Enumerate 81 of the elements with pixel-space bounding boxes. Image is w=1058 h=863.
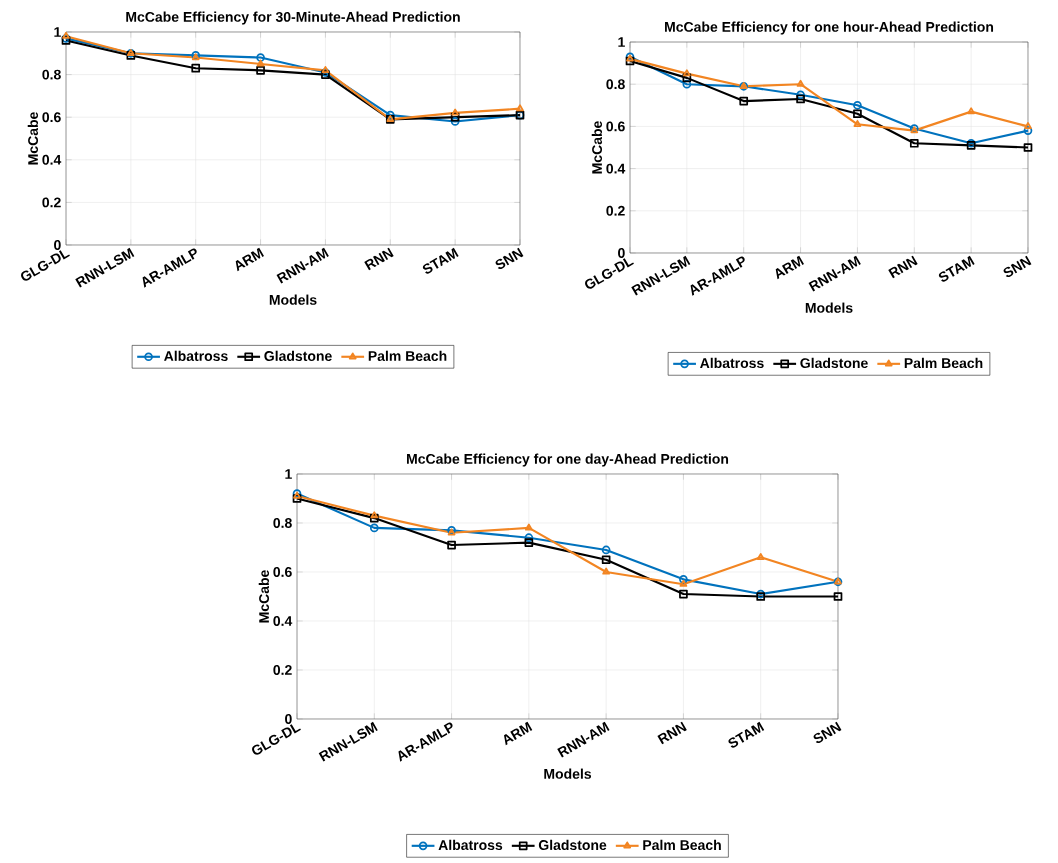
x-axis-title: Models — [269, 294, 317, 305]
legend-label: Gladstone — [538, 839, 607, 851]
y-tick-label: 0.6 — [606, 121, 625, 132]
legend-label: Albatross — [700, 357, 764, 369]
x-tick-label: SNN — [813, 721, 842, 744]
y-tick-label: 0.2 — [606, 205, 625, 216]
point — [369, 513, 379, 523]
point — [682, 79, 692, 89]
y-tick-label: 0.8 — [273, 518, 292, 528]
point — [256, 59, 265, 67]
point — [679, 575, 688, 584]
y-axis-title: McCabe — [591, 121, 603, 174]
point — [369, 523, 379, 533]
point — [796, 94, 805, 104]
point — [796, 79, 805, 87]
x-axis-title: Models — [805, 302, 853, 313]
y-axis-title: McCabe — [258, 570, 270, 623]
point — [256, 66, 265, 75]
x-tick-label: ARM — [235, 247, 264, 272]
point — [524, 523, 533, 531]
chart-title: McCabe Efficiency for 30-Minute-Ahead Prediction — [126, 11, 460, 25]
point — [256, 53, 265, 62]
y-tick-label: 0.4 — [273, 616, 293, 626]
point — [602, 567, 611, 575]
y-tick-label: 1 — [618, 37, 625, 47]
point — [853, 100, 862, 110]
x-tick-label: ARM — [504, 721, 533, 746]
point — [682, 73, 692, 83]
x-tick-label: ARM — [775, 255, 804, 280]
point — [833, 592, 843, 601]
point — [679, 589, 688, 599]
point — [853, 109, 862, 119]
point — [796, 90, 805, 100]
point — [524, 533, 534, 543]
legend-label: Gladstone — [800, 357, 868, 369]
legend-label: Palm Beach — [904, 357, 983, 369]
point — [524, 538, 534, 547]
point — [370, 511, 379, 519]
point — [756, 552, 765, 560]
y-tick-label: 0.2 — [42, 197, 61, 208]
x-axis-title: Models — [544, 768, 592, 779]
point — [739, 96, 749, 106]
point — [191, 63, 201, 73]
point — [853, 119, 862, 127]
legend-label: Gladstone — [264, 350, 332, 361]
point — [321, 66, 330, 73]
x-tick-label: RNN — [657, 721, 687, 745]
y-tick-label: 0 — [618, 248, 625, 258]
point — [450, 117, 460, 126]
y-tick-label: 0.4 — [42, 154, 62, 165]
legend-label: Albatross — [164, 350, 228, 361]
y-tick-label: 0.2 — [273, 665, 292, 675]
point — [601, 545, 611, 555]
point — [1023, 143, 1033, 152]
point — [967, 107, 976, 115]
x-tick-label: RNN — [888, 255, 918, 279]
y-tick-label: 1 — [285, 469, 292, 479]
legend-label: Palm Beach — [643, 839, 721, 851]
y-tick-label: 0.6 — [42, 112, 61, 123]
y-tick-label: 0.8 — [42, 69, 61, 80]
y-tick-label: 0.6 — [273, 567, 292, 577]
y-tick-label: 0.8 — [606, 79, 625, 90]
x-tick-label: SNN — [495, 247, 524, 270]
legend-label: Palm Beach — [368, 350, 447, 361]
y-tick-label: 0 — [285, 714, 292, 724]
point — [909, 138, 919, 148]
x-tick-label: SNN — [1003, 255, 1032, 278]
point — [682, 69, 691, 77]
y-axis-title: McCabe — [27, 112, 39, 165]
point — [601, 555, 611, 565]
chart-title: McCabe Efficiency for one day-Ahead Prediction — [407, 453, 729, 467]
legend-label: Albatross — [438, 839, 503, 851]
x-tick-label: RNN — [364, 247, 394, 271]
chart-title: McCabe Efficiency for one hour-Ahead Prediction — [665, 21, 994, 35]
y-tick-label: 1 — [54, 27, 61, 37]
point — [447, 540, 456, 550]
y-tick-label: 0 — [54, 240, 61, 250]
point — [450, 112, 460, 122]
y-tick-label: 0.4 — [606, 163, 626, 174]
point — [679, 579, 688, 587]
point — [451, 108, 460, 116]
